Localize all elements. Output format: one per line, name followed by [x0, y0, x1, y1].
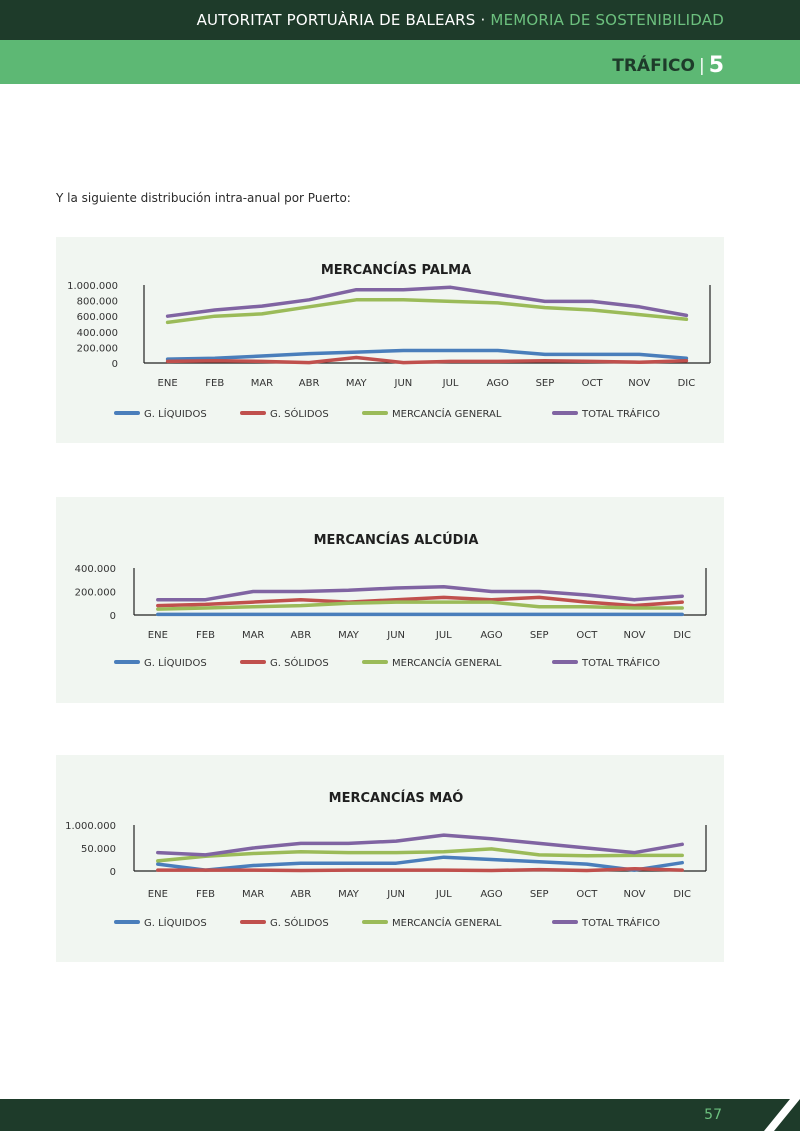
- y-tick-label: 400.000: [75, 564, 116, 575]
- legend-label: G. LÍQUIDOS: [144, 656, 207, 669]
- series-line: [156, 855, 684, 872]
- legend-label: MERCANCÍA GENERAL: [392, 407, 502, 420]
- legend-label: G. SÓLIDOS: [270, 916, 329, 929]
- chart-panel-alcudia: MERCANCÍAS ALCÚDIA 400.000 200.000 0 ENE FEB M…: [56, 497, 724, 703]
- page-number: 57: [704, 1107, 722, 1123]
- y-tick-label: 50.000: [81, 844, 116, 855]
- series-line: [156, 833, 684, 857]
- x-tick-label: FEB: [205, 378, 224, 389]
- x-tick-label: ENE: [158, 378, 178, 389]
- x-tick-label: DIC: [673, 630, 691, 641]
- x-tick-label: JUL: [435, 889, 452, 900]
- series-line: [156, 600, 684, 611]
- x-tick-label: ABR: [291, 889, 312, 900]
- x-tick-label: JUL: [442, 378, 459, 389]
- series-line: [156, 585, 684, 602]
- legend-label: TOTAL TRÁFICO: [581, 407, 660, 420]
- chart-title: MERCANCÍAS ALCÚDIA: [314, 532, 479, 548]
- x-tick-label: OCT: [576, 630, 598, 641]
- series-line: [156, 847, 684, 863]
- y-tick-label: 400.000: [77, 328, 118, 339]
- footer-bar: 57: [0, 1099, 800, 1131]
- x-tick-label: ENE: [148, 889, 168, 900]
- intro-text: Y la siguiente distribución intra-anual …: [56, 191, 351, 205]
- x-tick-label: OCT: [582, 378, 604, 389]
- series-line: [156, 866, 684, 873]
- x-tick-label: DIC: [673, 889, 691, 900]
- y-tick-label: 200.000: [75, 588, 116, 599]
- y-tick-label: 1.000.000: [65, 821, 116, 832]
- section-divider: |: [698, 56, 705, 76]
- x-tick-label: SEP: [530, 630, 549, 641]
- x-tick-label: MAR: [251, 378, 273, 389]
- top-header-bar: AUTORITAT PORTUÀRIA DE BALEARS · MEMORIA…: [0, 0, 800, 40]
- series-line: [165, 355, 689, 365]
- x-tick-label: AGO: [487, 378, 509, 389]
- section-number: 5: [708, 53, 724, 78]
- legend-label: G. LÍQUIDOS: [144, 407, 207, 420]
- x-tick-label: OCT: [576, 889, 598, 900]
- y-tick-label: 200.000: [77, 343, 118, 354]
- x-tick-label: NOV: [628, 378, 650, 389]
- x-tick-label: FEB: [196, 630, 215, 641]
- y-tick-label: 800.000: [77, 297, 118, 308]
- chart-svg: MERCANCÍAS PALMA 1.000.000 800.000 600.000 4…: [67, 262, 711, 420]
- section-title: TRÁFICO: [612, 56, 695, 76]
- series-line: [165, 285, 689, 318]
- x-tick-label: MAR: [242, 889, 264, 900]
- x-tick-label: MAY: [338, 889, 360, 900]
- chart-title: MERCANCÍAS MAÓ: [329, 790, 464, 806]
- x-tick-label: FEB: [196, 889, 215, 900]
- legend-label: TOTAL TRÁFICO: [581, 916, 660, 929]
- x-tick-label: ABR: [291, 630, 312, 641]
- legend-label: G. SÓLIDOS: [270, 407, 329, 420]
- x-tick-label: SEP: [530, 889, 549, 900]
- header-text: AUTORITAT PORTUÀRIA DE BALEARS · MEMORIA…: [197, 11, 724, 29]
- chart-title: MERCANCÍAS PALMA: [321, 262, 471, 278]
- x-tick-label: NOV: [623, 889, 645, 900]
- y-tick-label: 0: [112, 359, 118, 370]
- x-tick-label: MAY: [338, 630, 360, 641]
- chart-svg: MERCANCÍAS ALCÚDIA 400.000 200.000 0 ENE FEB M…: [75, 532, 707, 669]
- x-tick-label: MAY: [346, 378, 368, 389]
- legend-label: MERCANCÍA GENERAL: [392, 916, 502, 929]
- section-bar: TRÁFICO | 5: [0, 40, 800, 84]
- series-line: [165, 298, 689, 325]
- x-tick-label: JUL: [435, 630, 452, 641]
- y-tick-label: 600.000: [77, 312, 118, 323]
- x-tick-label: AGO: [480, 630, 502, 641]
- section-heading: TRÁFICO | 5: [612, 52, 724, 78]
- y-tick-label: 1.000.000: [67, 281, 118, 292]
- footer-stripe: [764, 1099, 800, 1131]
- chart-panel-mao: MERCANCÍAS MAÓ 1.000.000 50.000 0 ENE FEB MAR A…: [56, 755, 724, 962]
- header-separator: ·: [475, 11, 491, 29]
- chart-panel-palma: MERCANCÍAS PALMA 1.000.000 800.000 600.000 4…: [56, 237, 724, 443]
- x-tick-label: NOV: [623, 630, 645, 641]
- y-tick-label: 0: [110, 867, 116, 878]
- x-tick-label: ABR: [299, 378, 320, 389]
- y-tick-label: 0: [110, 611, 116, 622]
- header-doc-title: MEMORIA DE SOSTENIBILIDAD: [490, 11, 724, 29]
- x-tick-label: SEP: [536, 378, 555, 389]
- x-tick-label: JUN: [386, 889, 405, 900]
- series-line: [165, 348, 689, 361]
- header-org: AUTORITAT PORTUÀRIA DE BALEARS: [196, 11, 476, 29]
- x-tick-label: ENE: [148, 630, 168, 641]
- legend-label: G. SÓLIDOS: [270, 656, 329, 669]
- x-tick-label: JUN: [386, 630, 405, 641]
- x-tick-label: DIC: [678, 378, 696, 389]
- x-tick-label: JUN: [394, 378, 413, 389]
- legend-label: MERCANCÍA GENERAL: [392, 656, 502, 669]
- chart-svg: MERCANCÍAS MAÓ 1.000.000 50.000 0 ENE FEB MAR A…: [65, 790, 707, 929]
- legend-label: G. LÍQUIDOS: [144, 916, 207, 929]
- legend-label: TOTAL TRÁFICO: [581, 656, 660, 669]
- x-tick-label: MAR: [242, 630, 264, 641]
- x-tick-label: AGO: [480, 889, 502, 900]
- series-line: [156, 595, 684, 608]
